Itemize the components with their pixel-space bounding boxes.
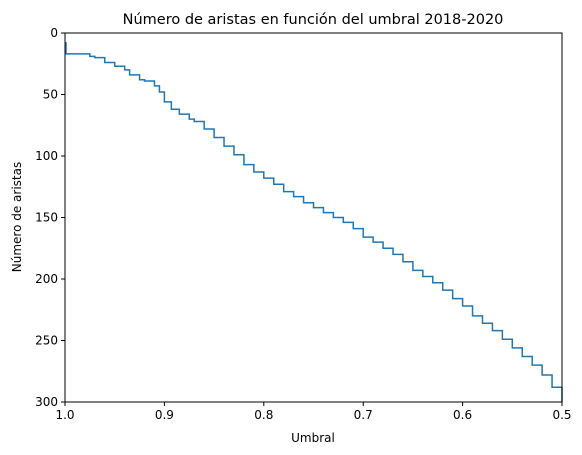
x-tick-label: 1.0 xyxy=(55,408,74,422)
x-tick-label: 0.9 xyxy=(155,408,174,422)
y-tick-label: 250 xyxy=(35,334,58,348)
x-tick-label: 0.8 xyxy=(254,408,273,422)
y-tick-label: 0 xyxy=(50,26,58,40)
y-tick-label: 50 xyxy=(43,88,58,102)
y-tick-label: 300 xyxy=(35,395,58,409)
x-tick-label: 0.5 xyxy=(552,408,571,422)
y-tick-label: 100 xyxy=(35,149,58,163)
y-tick-label: 200 xyxy=(35,272,58,286)
x-tick-label: 0.6 xyxy=(453,408,472,422)
x-tick-label: 0.7 xyxy=(354,408,373,422)
x-axis-label: Umbral xyxy=(291,431,335,445)
y-tick-label: 150 xyxy=(35,211,58,225)
plot-area xyxy=(65,42,563,402)
series-line-0 xyxy=(65,42,563,402)
y-axis-label: Número de aristas xyxy=(10,162,24,272)
chart-title: Número de aristas en función del umbral … xyxy=(123,12,504,28)
